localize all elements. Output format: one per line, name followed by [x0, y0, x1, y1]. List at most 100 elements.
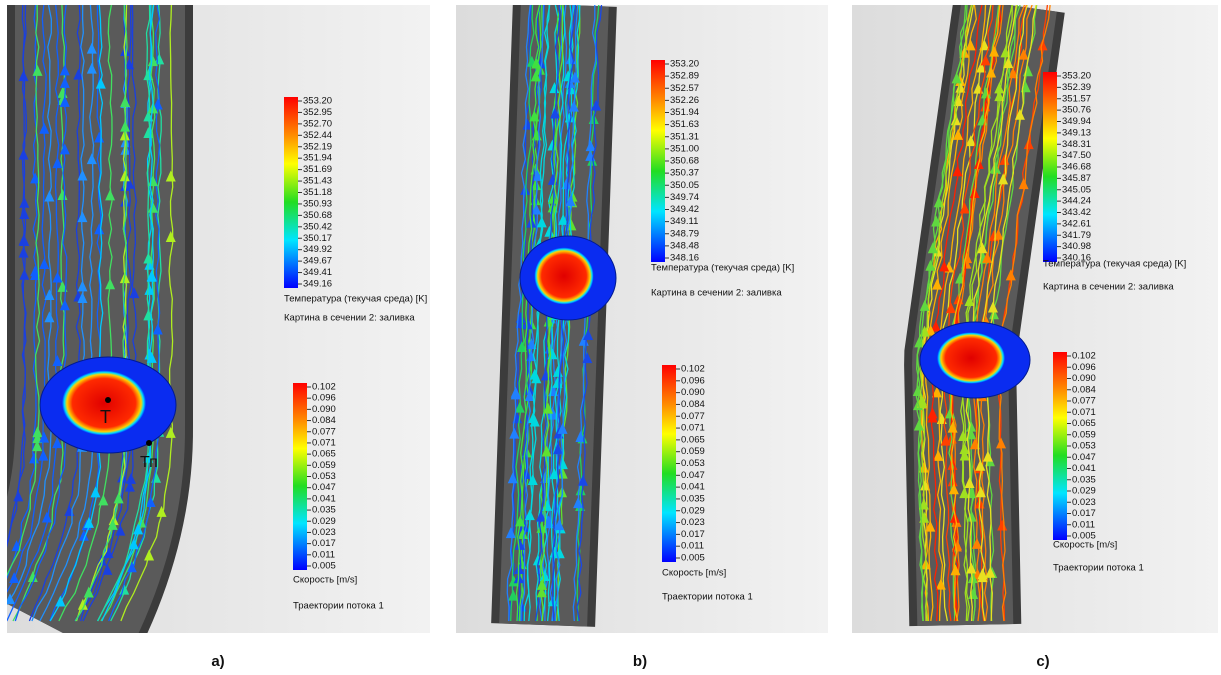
colorbar-label: 0.005	[312, 561, 336, 572]
colorbar-label: 0.059	[1072, 429, 1096, 440]
legend-title: Температура (текучая среда) [K]	[651, 263, 794, 274]
annotation: Тп	[140, 454, 158, 471]
colorbar-label: 353.20	[303, 96, 332, 107]
colorbar-label: 0.023	[1072, 497, 1096, 508]
colorbar-label: 351.63	[670, 119, 699, 130]
colorbar-label: 0.047	[1072, 452, 1096, 463]
section-hot-zone	[937, 332, 1005, 384]
colorbar-label: 350.68	[670, 156, 699, 167]
colorbar-label: 340.98	[1062, 241, 1091, 252]
colorbar-label: 0.011	[1072, 519, 1095, 530]
colorbar-label: 0.041	[681, 482, 705, 493]
colorbar-label: 0.090	[681, 387, 705, 398]
colorbar-label: 353.20	[1062, 71, 1091, 82]
colorbar-label: 0.029	[681, 505, 705, 516]
colorbar-label: 0.011	[312, 549, 335, 560]
colorbar-label: 0.084	[312, 415, 336, 426]
colorbar-label: 0.096	[681, 375, 705, 386]
colorbar	[662, 365, 676, 562]
colorbar-label: 353.20	[670, 59, 699, 70]
colorbar-label: 352.39	[1062, 82, 1091, 93]
colorbar-label: 350.76	[1062, 105, 1091, 116]
colorbar-label: 0.065	[1072, 418, 1096, 429]
colorbar-label: 0.017	[681, 529, 705, 540]
colorbar-label: 349.41	[303, 267, 332, 278]
colorbar-label: 0.047	[312, 482, 336, 493]
colorbar	[1043, 72, 1057, 262]
colorbar-label: 349.13	[1062, 127, 1091, 138]
colorbar	[651, 60, 665, 262]
colorbar-label: 351.43	[303, 176, 332, 187]
colorbar-label: 346.68	[1062, 162, 1091, 173]
colorbar-label: 0.096	[312, 393, 336, 404]
colorbar-label: 351.94	[670, 107, 699, 118]
colorbar-label: 352.26	[670, 95, 699, 106]
colorbar-label: 352.95	[303, 107, 332, 118]
colorbar-label: 0.077	[1072, 396, 1096, 407]
flow-arrow	[0, 555, 5, 566]
colorbar-label: 349.16	[303, 279, 332, 290]
colorbar-label: 0.053	[1072, 441, 1096, 452]
colorbar-label: 0.077	[681, 411, 705, 422]
colorbar-label: 0.005	[681, 553, 705, 564]
colorbar-label: 351.00	[670, 143, 699, 154]
colorbar-label: 350.37	[670, 168, 699, 179]
legend-title: Температура (текучая среда) [K]	[284, 294, 427, 305]
colorbar-label: 0.023	[681, 517, 705, 528]
colorbar-label: 351.31	[670, 131, 699, 142]
colorbar-label: 349.74	[670, 192, 699, 203]
colorbar-label: 0.029	[312, 516, 336, 527]
trajectories-label: Траектории потока 1	[662, 592, 753, 603]
probe-point	[146, 440, 152, 446]
panel	[456, 5, 828, 633]
colorbar-label: 0.084	[1072, 384, 1096, 395]
colorbar-label: 0.053	[681, 458, 705, 469]
colorbar-label: 349.67	[303, 256, 332, 267]
colorbar-label: 348.79	[670, 228, 699, 239]
colorbar-label: 351.94	[303, 153, 332, 164]
section-label: Картина в сечении 2: заливка	[1043, 282, 1174, 293]
page: {"panels":[ {"label":"a)","annotations":…	[0, 0, 1221, 675]
panel-label: c)	[1036, 653, 1049, 670]
colorbar	[293, 383, 307, 570]
legend-title: Температура (текучая среда) [K]	[1043, 259, 1186, 270]
colorbar-label: 0.023	[312, 527, 336, 538]
colorbar-label: 0.071	[312, 437, 336, 448]
colorbar-label: 352.57	[670, 83, 699, 94]
panel-label: b)	[633, 653, 647, 670]
colorbar-label: 352.19	[303, 141, 332, 152]
colorbar-label: 0.017	[312, 538, 336, 549]
colorbar-label: 0.102	[1072, 351, 1096, 362]
colorbar-label: 0.041	[1072, 463, 1096, 474]
colorbar-label: 351.69	[303, 164, 332, 175]
colorbar-label: 348.48	[670, 240, 699, 251]
colorbar-label: 352.89	[670, 71, 699, 82]
colorbar-label: 345.05	[1062, 184, 1091, 195]
colorbar-label: 0.102	[681, 364, 705, 375]
colorbar-label: 349.42	[670, 204, 699, 215]
colorbar-label: 0.011	[681, 541, 704, 552]
colorbar-label: 342.61	[1062, 218, 1091, 229]
colorbar-label: 349.94	[1062, 116, 1091, 127]
section-hot-zone	[534, 247, 594, 304]
colorbar-label: 348.31	[1062, 139, 1091, 150]
colorbar-label: 350.05	[670, 180, 699, 191]
flow-arrow	[0, 596, 2, 607]
panel-label: a)	[211, 653, 224, 670]
figure: TТп353.20352.95352.70352.44352.19351.943…	[0, 0, 1221, 675]
colorbar-label: 350.42	[303, 221, 332, 232]
colorbar-label: 350.17	[303, 233, 332, 244]
colorbar-label: 0.029	[1072, 486, 1096, 497]
colorbar-label: 350.93	[303, 198, 332, 209]
colorbar-label: 345.87	[1062, 173, 1091, 184]
colorbar-label: 0.035	[312, 505, 336, 516]
colorbar-label: 0.077	[312, 426, 336, 437]
colorbar-label: 0.090	[312, 404, 336, 415]
colorbar-label: 0.041	[312, 493, 336, 504]
colorbar-label: 0.035	[1072, 474, 1096, 485]
colorbar-label: 0.035	[681, 493, 705, 504]
colorbar-label: 0.017	[1072, 508, 1096, 519]
colorbar	[1053, 352, 1067, 540]
colorbar-label: 349.11	[670, 216, 698, 227]
colorbar-label: 0.090	[1072, 373, 1096, 384]
